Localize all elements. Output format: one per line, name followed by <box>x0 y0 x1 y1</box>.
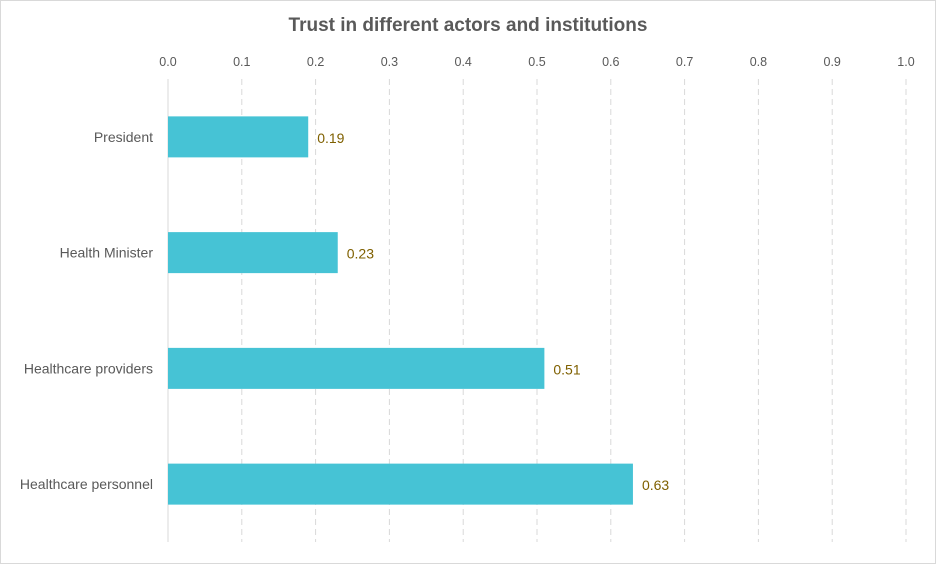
x-tick-label: 0.0 <box>159 55 176 69</box>
x-tick-label: 0.8 <box>750 55 767 69</box>
bar <box>168 347 545 389</box>
x-tick-label: 0.2 <box>307 55 324 69</box>
bar <box>168 463 633 505</box>
data-label: 0.23 <box>347 246 374 262</box>
chart-title: Trust in different actors and institutio… <box>288 15 648 36</box>
bar <box>168 116 309 158</box>
x-tick-label: 0.7 <box>676 55 693 69</box>
category-label: President <box>94 129 153 145</box>
data-label: 0.51 <box>553 361 580 377</box>
x-tick-label: 0.4 <box>455 55 472 69</box>
x-tick-label: 0.6 <box>602 55 619 69</box>
category-label: Healthcare providers <box>24 360 153 376</box>
category-label: Health Minister <box>60 245 154 261</box>
x-tick-label: 0.9 <box>824 55 841 69</box>
category-label: Healthcare personnel <box>20 476 153 492</box>
x-tick-label: 0.3 <box>381 55 398 69</box>
x-tick-label: 0.1 <box>233 55 250 69</box>
data-label: 0.19 <box>317 130 344 146</box>
x-tick-label: 1.0 <box>897 55 914 69</box>
bar <box>168 232 338 274</box>
data-label: 0.63 <box>642 477 669 493</box>
x-tick-label: 0.5 <box>528 55 545 69</box>
